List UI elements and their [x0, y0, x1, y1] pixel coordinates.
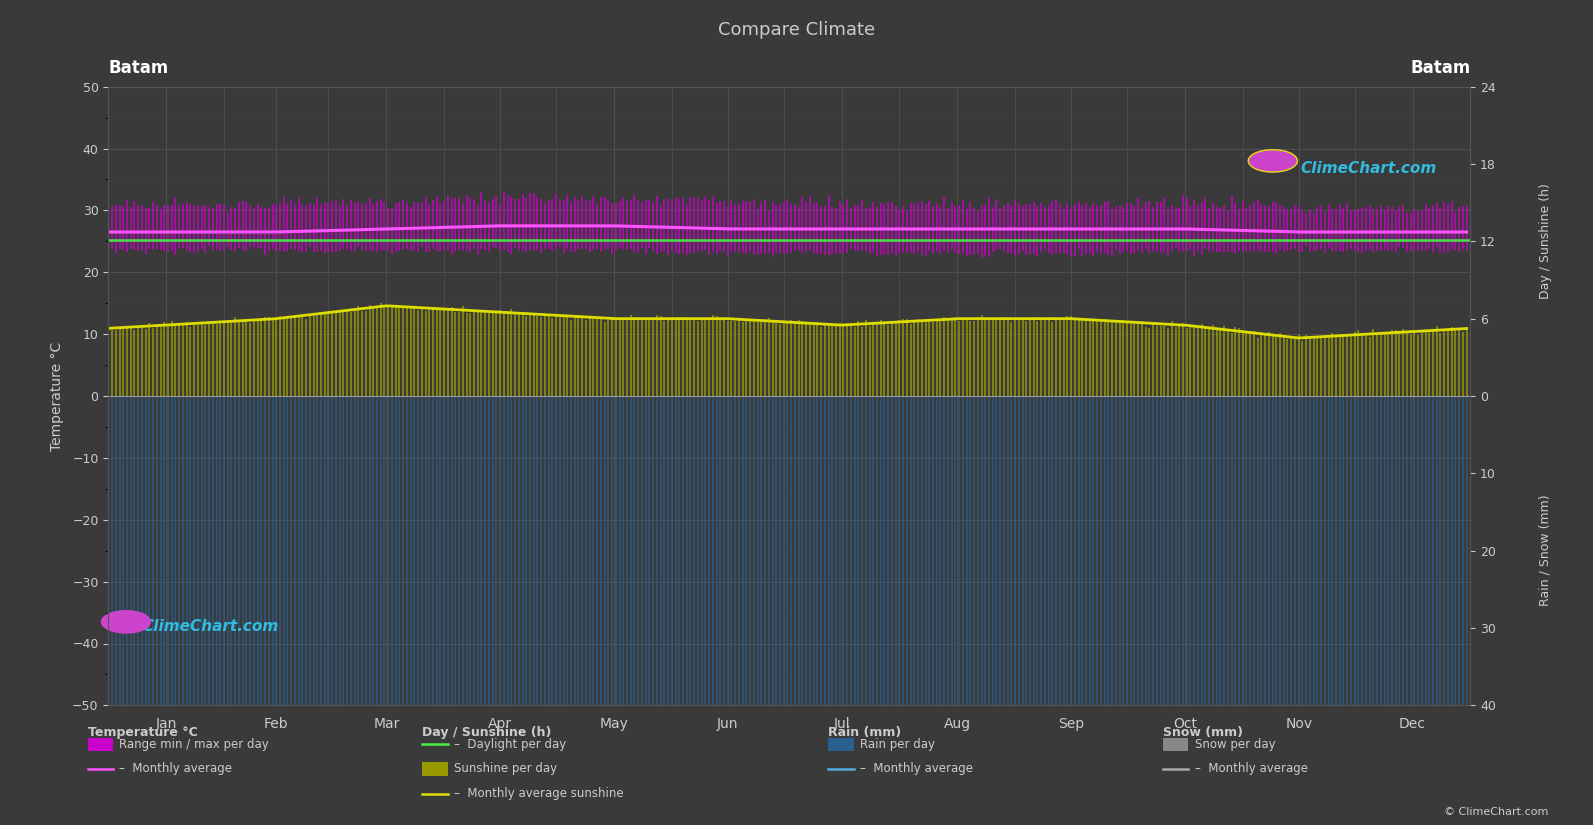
Text: Rain (mm): Rain (mm) [828, 726, 902, 739]
Text: Sunshine per day: Sunshine per day [454, 762, 558, 776]
Text: Batam: Batam [108, 59, 169, 78]
Text: Temperature °C: Temperature °C [88, 726, 198, 739]
Text: ClimeChart.com: ClimeChart.com [1300, 161, 1437, 176]
Text: Snow per day: Snow per day [1195, 738, 1276, 751]
Text: Day / Sunshine (h): Day / Sunshine (h) [422, 726, 551, 739]
Y-axis label: Temperature °C: Temperature °C [49, 342, 64, 450]
Text: Batam: Batam [1410, 59, 1470, 78]
Text: Snow (mm): Snow (mm) [1163, 726, 1243, 739]
Text: –  Monthly average: – Monthly average [1195, 762, 1308, 776]
Text: –  Monthly average: – Monthly average [860, 762, 973, 776]
Text: Range min / max per day: Range min / max per day [119, 738, 269, 751]
Text: ClimeChart.com: ClimeChart.com [142, 620, 279, 634]
Text: Rain per day: Rain per day [860, 738, 935, 751]
Text: Compare Climate: Compare Climate [718, 21, 875, 39]
Text: –  Monthly average sunshine: – Monthly average sunshine [454, 787, 623, 800]
Circle shape [102, 610, 151, 633]
Text: –  Daylight per day: – Daylight per day [454, 738, 566, 751]
Text: © ClimeChart.com: © ClimeChart.com [1443, 807, 1548, 817]
Text: Rain / Snow (mm): Rain / Snow (mm) [1539, 495, 1552, 606]
Text: Day / Sunshine (h): Day / Sunshine (h) [1539, 183, 1552, 299]
Text: –  Monthly average: – Monthly average [119, 762, 233, 776]
Circle shape [1249, 150, 1297, 172]
